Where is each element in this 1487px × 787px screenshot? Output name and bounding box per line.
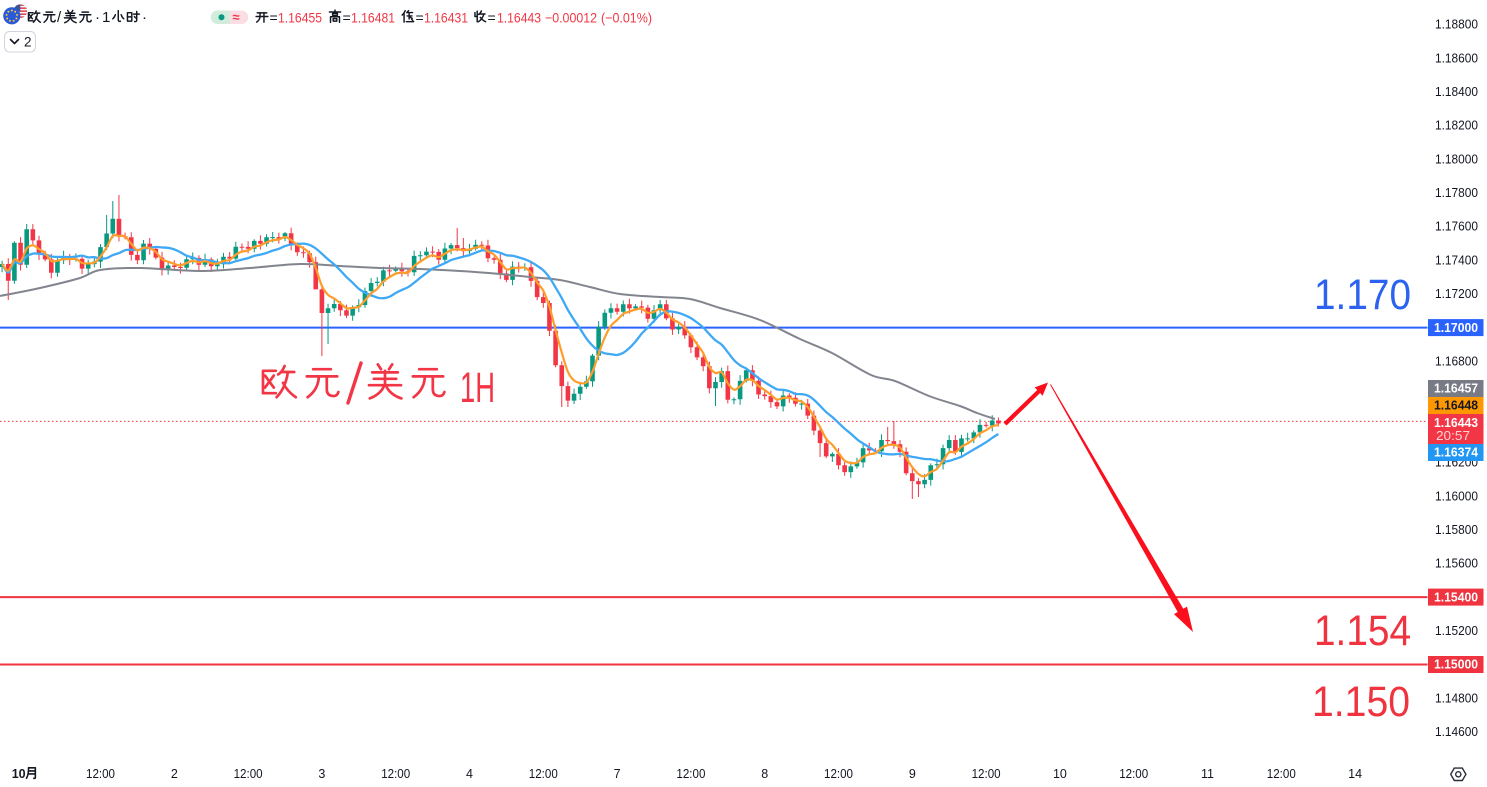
svg-text:1.16481: 1.16481	[351, 10, 395, 26]
svg-text:1.18400: 1.18400	[1435, 85, 1478, 99]
svg-text:1: 1	[102, 9, 110, 26]
svg-text:1.15200: 1.15200	[1435, 624, 1478, 638]
svg-text:2: 2	[171, 767, 178, 781]
svg-text:4: 4	[466, 767, 473, 781]
svg-text:1.16431: 1.16431	[424, 10, 468, 26]
svg-text:=: =	[343, 10, 351, 26]
svg-text:1.18600: 1.18600	[1435, 51, 1478, 65]
svg-text:1.16800: 1.16800	[1435, 355, 1478, 369]
svg-text:2: 2	[24, 35, 32, 50]
svg-text:1.16374: 1.16374	[1434, 446, 1478, 460]
svg-text:1.15000: 1.15000	[1434, 658, 1478, 672]
svg-text:3: 3	[318, 767, 325, 781]
svg-text:1.15600: 1.15600	[1435, 557, 1478, 571]
svg-text:1.17800: 1.17800	[1435, 186, 1478, 200]
svg-text:12:00: 12:00	[529, 767, 558, 781]
svg-text:12:00: 12:00	[381, 767, 410, 781]
svg-text:1.154: 1.154	[1314, 607, 1411, 655]
svg-text:12:00: 12:00	[972, 767, 1001, 781]
svg-text:9: 9	[909, 767, 916, 781]
svg-text:1.16455: 1.16455	[278, 10, 322, 26]
svg-text:1.17000: 1.17000	[1434, 321, 1478, 335]
svg-text:8: 8	[761, 767, 768, 781]
svg-text:20:57: 20:57	[1436, 429, 1470, 443]
svg-text:1.16443: 1.16443	[497, 10, 541, 26]
svg-text:12:00: 12:00	[234, 767, 263, 781]
svg-text:=: =	[270, 10, 278, 26]
svg-text:1.18000: 1.18000	[1435, 152, 1478, 166]
svg-text:1.17600: 1.17600	[1435, 220, 1478, 234]
svg-text:12:00: 12:00	[86, 767, 115, 781]
svg-text:1.16443: 1.16443	[1434, 416, 1478, 430]
svg-text:12:00: 12:00	[1267, 767, 1296, 781]
svg-text:/: /	[57, 9, 62, 26]
svg-text:1.15400: 1.15400	[1434, 590, 1478, 604]
svg-text:1.16448: 1.16448	[1434, 399, 1478, 413]
svg-text:12:00: 12:00	[1119, 767, 1148, 781]
svg-text:1.150: 1.150	[1312, 678, 1410, 726]
svg-text:12:00: 12:00	[824, 767, 853, 781]
svg-text:12:00: 12:00	[676, 767, 705, 781]
svg-text:·: ·	[95, 9, 100, 26]
svg-text:10: 10	[12, 767, 26, 781]
svg-text:10: 10	[1053, 767, 1067, 781]
svg-text:1.18800: 1.18800	[1435, 18, 1478, 32]
svg-text:1.16000: 1.16000	[1435, 489, 1478, 503]
svg-text:14: 14	[1348, 767, 1362, 781]
svg-text:1.15800: 1.15800	[1435, 523, 1478, 537]
svg-text:1.14800: 1.14800	[1435, 691, 1478, 705]
svg-text:1.18200: 1.18200	[1435, 119, 1478, 133]
svg-text:≈: ≈	[232, 10, 239, 25]
svg-text:11: 11	[1201, 767, 1214, 781]
svg-text:1H: 1H	[460, 364, 495, 412]
svg-text:1.14600: 1.14600	[1435, 725, 1478, 739]
svg-text:1.16457: 1.16457	[1434, 382, 1478, 396]
svg-text:1.170: 1.170	[1314, 271, 1411, 319]
svg-text:(−0.01%): (−0.01%)	[601, 10, 652, 26]
svg-text:1.17200: 1.17200	[1435, 287, 1478, 301]
svg-text:7: 7	[614, 767, 621, 781]
svg-text:−0.00012: −0.00012	[545, 10, 597, 26]
svg-text:1.17400: 1.17400	[1435, 253, 1478, 267]
svg-text:·: ·	[142, 9, 147, 26]
svg-text:=: =	[416, 10, 424, 26]
svg-text:=: =	[488, 10, 496, 26]
